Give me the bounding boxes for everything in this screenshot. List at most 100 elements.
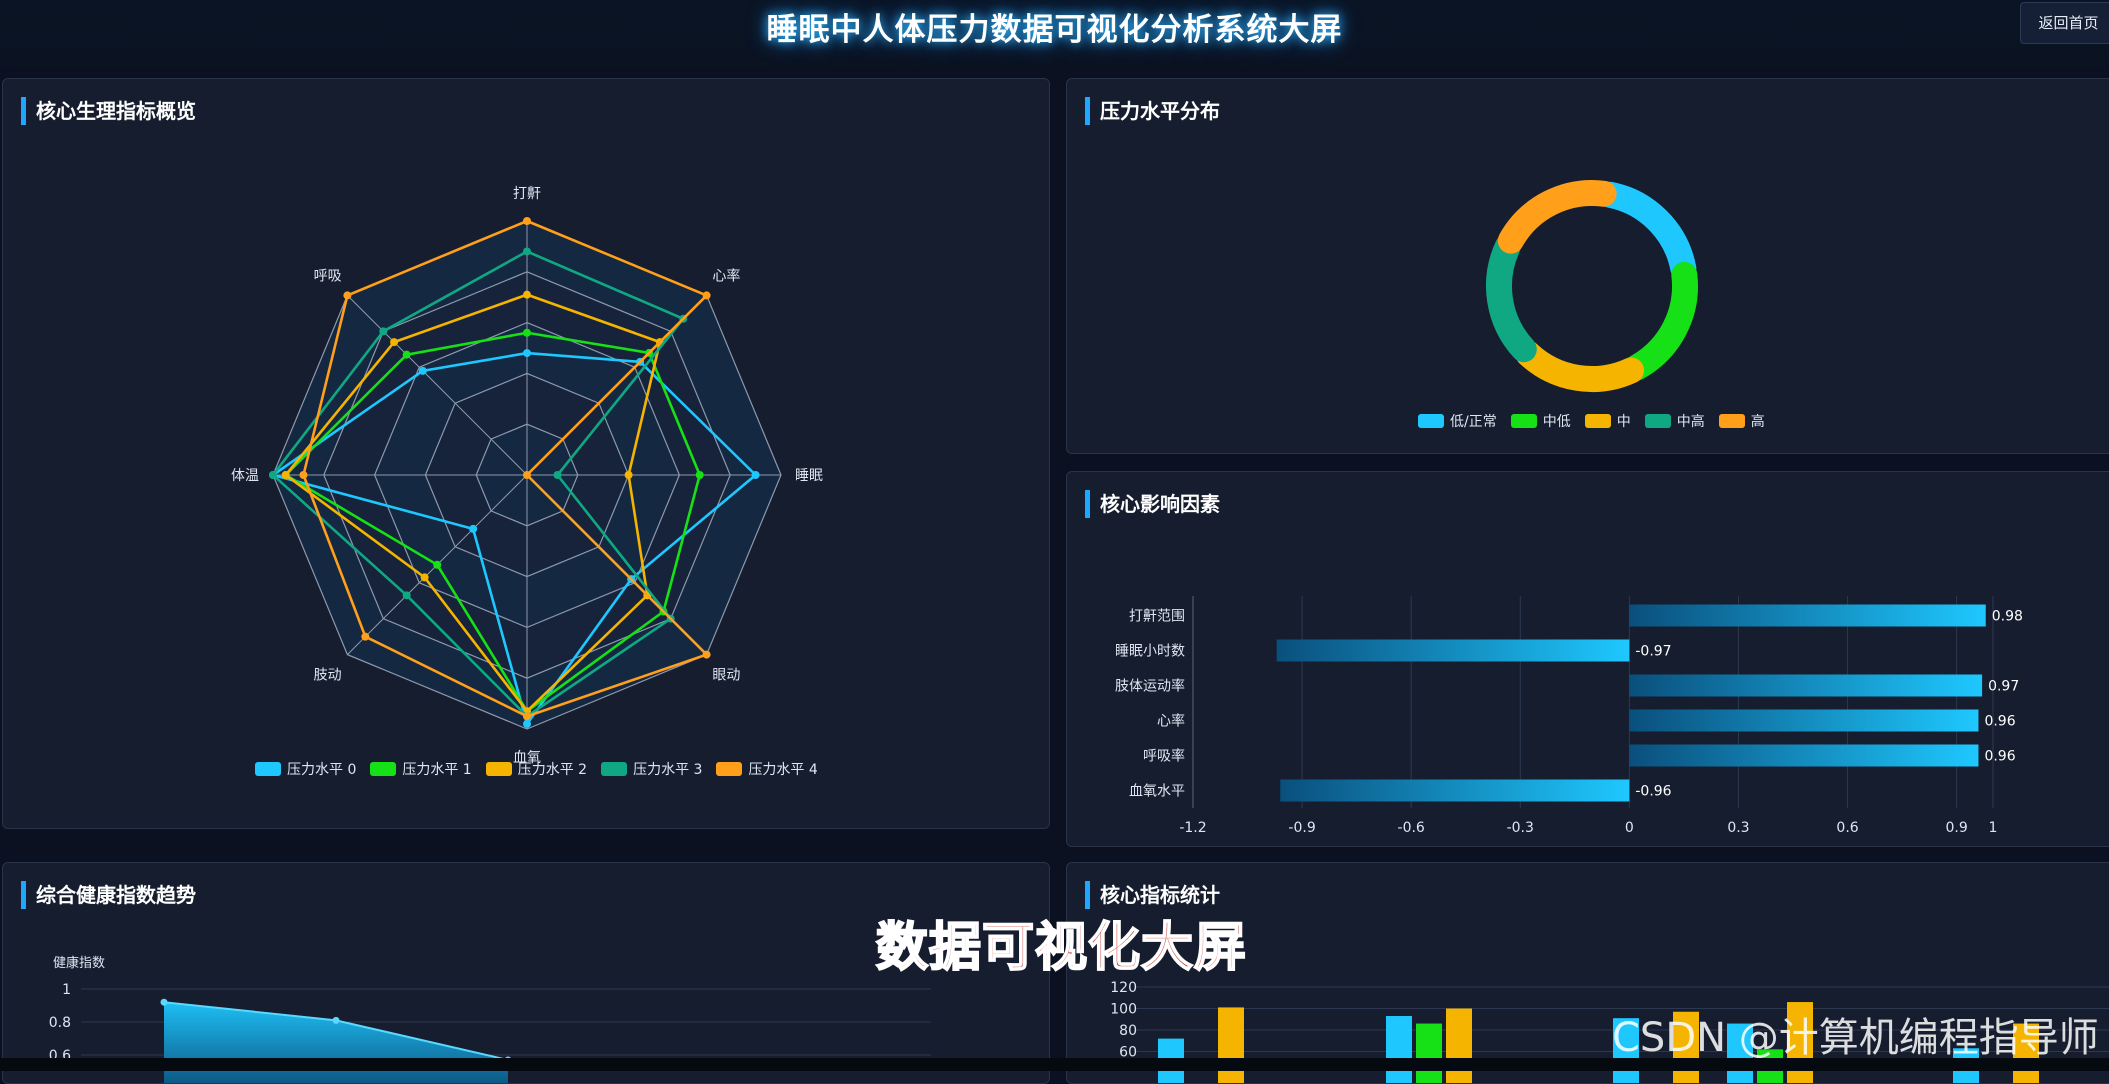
donut-legend-item[interactable]: 高 [1718, 411, 1765, 431]
radar-panel-title: 核心生理指标概览 [21, 97, 196, 125]
stats-y-tick: 100 [1110, 1002, 1137, 1018]
factors-bar [1629, 744, 1979, 767]
stats-panel-title: 核心指标统计 [1085, 881, 1220, 909]
factors-data-label: 0.98 [1992, 609, 2023, 625]
stats-y-tick: 60 [1119, 1045, 1137, 1061]
home-button[interactable]: 返回首页 [2020, 2, 2109, 44]
legend-label: 中 [1616, 414, 1631, 430]
radar-indicator-label: 体温 [231, 468, 259, 484]
radar-point [523, 349, 531, 358]
stats-bar [1218, 1007, 1244, 1083]
header-bar [0, 0, 2109, 66]
factors-x-tick: 0.3 [1727, 820, 1749, 836]
legend-label: 压力水平 0 [287, 762, 357, 778]
radar-point [553, 471, 562, 479]
radar-point [702, 650, 711, 659]
legend-label: 高 [1750, 414, 1765, 430]
legend-label: 压力水平 4 [748, 762, 818, 778]
factors-data-label: 0.96 [1984, 714, 2015, 730]
factors-category-label: 血氧水平 [1129, 784, 1185, 800]
factors-x-tick: -1.2 [1179, 820, 1206, 836]
radar-point [402, 350, 411, 359]
radar-point [523, 247, 531, 256]
factors-panel: 核心影响因素 -1.2 -0.9 -0.6 -0.3 0 0.3 0.6 0.9 1 打鼾范围 0.… [1066, 471, 2109, 847]
legend-label: 中低 [1542, 414, 1571, 430]
donut-legend-item[interactable]: 中高 [1644, 411, 1705, 431]
legend-swatch [255, 762, 281, 776]
donut-legend: 低/正常 中低 中 中高 高 [1418, 411, 1779, 431]
stats-y-tick: 120 [1110, 980, 1137, 996]
radar-indicator-label: 呼吸 [314, 269, 342, 285]
legend-swatch [1644, 414, 1671, 428]
radar-point [379, 327, 388, 336]
donut-slice [1597, 181, 1697, 282]
radar-point [390, 338, 399, 347]
radar-indicator-label: 打鼾 [513, 185, 541, 202]
radar-point [695, 471, 704, 479]
radar-indicator-label: 血氧 [513, 750, 541, 766]
donut-slice [1623, 261, 1698, 381]
page-title: 睡眠中人体压力数据可视化分析系统大屏 [766, 12, 1343, 48]
legend-swatch [1510, 414, 1537, 428]
stats-bar [1416, 1023, 1442, 1083]
donut-slice [1486, 233, 1537, 363]
factors-panel-title: 核心影响因素 [1085, 490, 1220, 518]
factors-bar [1629, 709, 1979, 732]
trend-y-axis-title: 健康指数 [53, 955, 105, 971]
radar-point [523, 217, 531, 225]
factors-data-label: -0.97 [1635, 644, 1671, 660]
donut-legend-item[interactable]: 中 [1584, 411, 1631, 431]
radar-legend-item[interactable]: 压力水平 0 [255, 759, 356, 779]
radar-panel: 核心生理指标概览 打鼾 心率 睡眠 眼动 血氧 肢动 体温 呼吸 压力水平 0 压力水平 1 压力… [2, 78, 1050, 829]
radar-point [281, 471, 290, 479]
factors-bar [1629, 604, 1986, 627]
radar-indicator-label: 心率 [712, 268, 740, 285]
legend-swatch [1718, 414, 1745, 428]
radar-legend-item[interactable]: 压力水平 1 [370, 759, 472, 779]
radar-legend-item[interactable]: 压力水平 2 [485, 759, 587, 779]
trend-point [160, 998, 168, 1006]
legend-swatch [1584, 414, 1611, 428]
radar-point [702, 291, 711, 300]
radar-point [523, 290, 531, 299]
legend-label: 压力水平 1 [402, 762, 472, 778]
factors-x-tick: 1 [1989, 820, 1998, 836]
radar-indicator-label: 睡眠 [795, 468, 823, 484]
radar-legend: 压力水平 0 压力水平 1 压力水平 2 压力水平 3 压力水平 4 [255, 759, 832, 779]
radar-legend-item[interactable]: 压力水平 4 [716, 759, 818, 779]
donut-slice [1497, 180, 1617, 254]
factors-bar [1276, 639, 1630, 662]
factors-category-label: 心率 [1157, 713, 1185, 730]
radar-point [624, 471, 633, 479]
donut-panel: 压力水平分布 低/正常 中低 中 中高 高 [1066, 78, 2109, 454]
radar-indicator-label: 眼动 [712, 667, 740, 683]
factors-bar-chart: -1.2 -0.9 -0.6 -0.3 0 0.3 0.6 0.9 1 打鼾范围 0.98 睡眠小时数… [1115, 596, 2023, 836]
factors-x-tick: 0.9 [1946, 820, 1968, 836]
stats-bar [1386, 1016, 1412, 1083]
factors-x-tick: 0 [1625, 820, 1634, 836]
radar-point [469, 524, 478, 533]
radar-point [361, 632, 370, 641]
donut-legend-item[interactable]: 低/正常 [1418, 411, 1497, 431]
legend-swatch [370, 762, 397, 776]
donut-legend-item[interactable]: 中低 [1510, 411, 1571, 431]
factors-category-label: 肢体运动率 [1115, 678, 1185, 695]
donut-panel-title: 压力水平分布 [1085, 97, 1220, 125]
stats-bar [1446, 1008, 1472, 1083]
legend-label: 压力水平 3 [633, 762, 703, 778]
legend-label: 中高 [1676, 414, 1705, 430]
donut-chart [1486, 180, 1698, 392]
factors-x-tick: -0.6 [1398, 820, 1425, 836]
donut-slice [1515, 340, 1645, 392]
factors-x-tick: -0.3 [1507, 820, 1534, 836]
trend-point [332, 1016, 340, 1024]
radar-point [523, 471, 531, 479]
radar-point [343, 291, 352, 300]
radar-legend-item[interactable]: 压力水平 3 [601, 759, 702, 779]
legend-swatch [1418, 414, 1444, 428]
factors-data-label: 0.97 [1988, 679, 2019, 695]
factors-data-label: 0.96 [1984, 749, 2015, 765]
radar-point [751, 471, 760, 479]
caption-overlay: 数据可视化大屏 [875, 917, 1248, 979]
radar-point [269, 471, 277, 479]
